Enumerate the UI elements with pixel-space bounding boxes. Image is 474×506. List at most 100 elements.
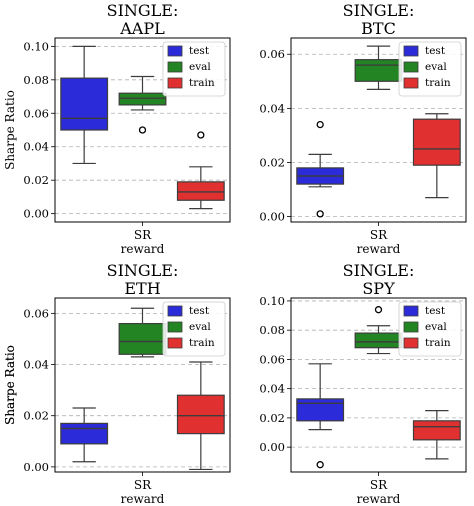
y-tick-label: 0.06 xyxy=(259,352,285,366)
box-iqr xyxy=(412,420,461,441)
chart-title-line-1: SINGLE: xyxy=(343,1,415,20)
legend-swatch-train xyxy=(167,77,183,89)
box-test xyxy=(60,407,109,463)
legend-label-test: test xyxy=(189,45,210,57)
y-tick-label: 0.02 xyxy=(259,155,285,169)
box-iqr xyxy=(60,422,109,445)
x-tick-label-line-2: reward xyxy=(357,492,401,506)
outlier-point xyxy=(316,120,324,129)
y-tick-label: 0.00 xyxy=(259,440,285,454)
box-eval xyxy=(118,307,167,358)
legend-swatch-eval xyxy=(167,61,183,73)
box-train xyxy=(412,409,461,460)
y-tick-label: 0.08 xyxy=(23,73,49,87)
box-train xyxy=(412,113,461,199)
chart-title-line-2: ETH xyxy=(124,279,160,298)
outlier-point xyxy=(316,210,324,218)
x-tick-label-line-2: reward xyxy=(357,242,401,256)
legend-swatch-test xyxy=(403,45,419,57)
box-iqr xyxy=(354,59,403,82)
legend-swatch-test xyxy=(403,305,419,317)
y-tick-label: 0.02 xyxy=(23,409,49,423)
x-tick-label-line-1: SR xyxy=(370,228,388,242)
outlier-point xyxy=(316,461,324,469)
legend-label-eval: eval xyxy=(189,61,211,73)
y-axis-label: Sharpe Ratio xyxy=(3,345,17,425)
y-tick-label: 0.02 xyxy=(259,411,285,425)
box-test xyxy=(60,45,109,165)
chart-title-line-2: SPY xyxy=(362,279,395,298)
legend: test eval train xyxy=(398,41,462,97)
y-tick-label: 0.02 xyxy=(23,173,49,187)
chart-panel-1: SINGLE:AAPL 0.00 0.02 0.04 0.06 0.08 0.10 Sharp… xyxy=(3,1,231,256)
y-axis-label: Sharpe Ratio xyxy=(3,90,17,170)
y-tick-label: 0.00 xyxy=(259,210,285,224)
legend-label-eval: eval xyxy=(425,61,447,73)
legend-swatch-eval xyxy=(167,321,183,333)
legend-label-train: train xyxy=(189,337,215,349)
box-iqr xyxy=(60,77,109,131)
legend-swatch-eval xyxy=(403,61,419,73)
box-iqr xyxy=(354,332,403,349)
legend-label-eval: eval xyxy=(189,321,211,333)
legend-label-test: test xyxy=(189,305,210,317)
box-iqr xyxy=(296,398,345,422)
y-axis-label: Sharpe Ratio xyxy=(3,345,17,425)
y-tick-label: 0.00 xyxy=(23,460,49,474)
x-tick-label-line-1: SR xyxy=(370,478,388,492)
y-tick-label: 0.00 xyxy=(23,207,49,221)
y-tick-label: 0.06 xyxy=(259,47,285,61)
y-tick-label: 0.04 xyxy=(23,358,49,372)
chart-title-line-2: AAPL xyxy=(119,19,165,38)
chart-panel-4: SINGLE:SPY0.000.020.040.060.080.10Sharpe… xyxy=(3,261,467,506)
x-tick-label-line-1: SR xyxy=(134,478,152,492)
y-tick-label: 0.06 xyxy=(23,306,49,320)
y-tick-label: 0.08 xyxy=(259,323,285,337)
outlier-point xyxy=(138,126,147,134)
outlier-point xyxy=(197,131,205,139)
chart-title-line-2: BTC xyxy=(361,19,396,38)
box-test xyxy=(296,363,345,469)
chart-title-line-1: SINGLE: xyxy=(107,1,179,20)
chart-title-line-1: SINGLE: xyxy=(343,261,415,280)
legend-label-train: train xyxy=(425,337,451,349)
x-tick-label-line-2: reward xyxy=(121,492,165,506)
legend-swatch-test xyxy=(167,45,183,57)
legend-swatch-eval xyxy=(403,321,419,333)
box-train xyxy=(176,361,225,471)
x-tick-label-line-1: SR xyxy=(134,228,152,242)
legend: test eval train xyxy=(162,301,226,357)
legend-swatch-train xyxy=(403,77,419,89)
legend-label-train: train xyxy=(189,77,215,89)
box-eval xyxy=(354,45,403,91)
box-iqr xyxy=(118,92,167,106)
box-test xyxy=(296,120,345,218)
y-tick-label: 0.10 xyxy=(259,294,285,308)
y-tick-label: 0.04 xyxy=(259,101,285,115)
legend-label-test: test xyxy=(425,305,446,317)
legend: test eval train xyxy=(162,41,226,97)
y-tick-label: 0.04 xyxy=(23,140,49,154)
y-tick-label: 0.10 xyxy=(23,39,49,53)
chart-panel-3: SINGLE:ETH 0.00 0.02 0.04 0.06 Sharpe Ratio SR… xyxy=(3,261,231,506)
box-iqr xyxy=(176,181,225,201)
outlier-point xyxy=(374,306,383,314)
chart-title-line-1: SINGLE: xyxy=(107,261,179,280)
box-train xyxy=(176,131,225,210)
legend-label-test: test xyxy=(425,45,446,57)
box-iqr xyxy=(118,322,167,355)
y-tick-label: 0.04 xyxy=(259,382,285,396)
legend-swatch-train xyxy=(403,337,419,349)
box-eval xyxy=(118,75,167,134)
legend-swatch-test xyxy=(167,305,183,317)
legend-label-train: train xyxy=(425,77,451,89)
y-tick-label: 0.06 xyxy=(23,106,49,120)
box-iqr xyxy=(176,394,225,435)
box-iqr xyxy=(412,118,461,166)
x-tick-label-line-2: reward xyxy=(121,242,165,256)
legend-swatch-train xyxy=(167,337,183,349)
legend-label-eval: eval xyxy=(425,321,447,333)
legend: test eval train xyxy=(398,301,462,357)
